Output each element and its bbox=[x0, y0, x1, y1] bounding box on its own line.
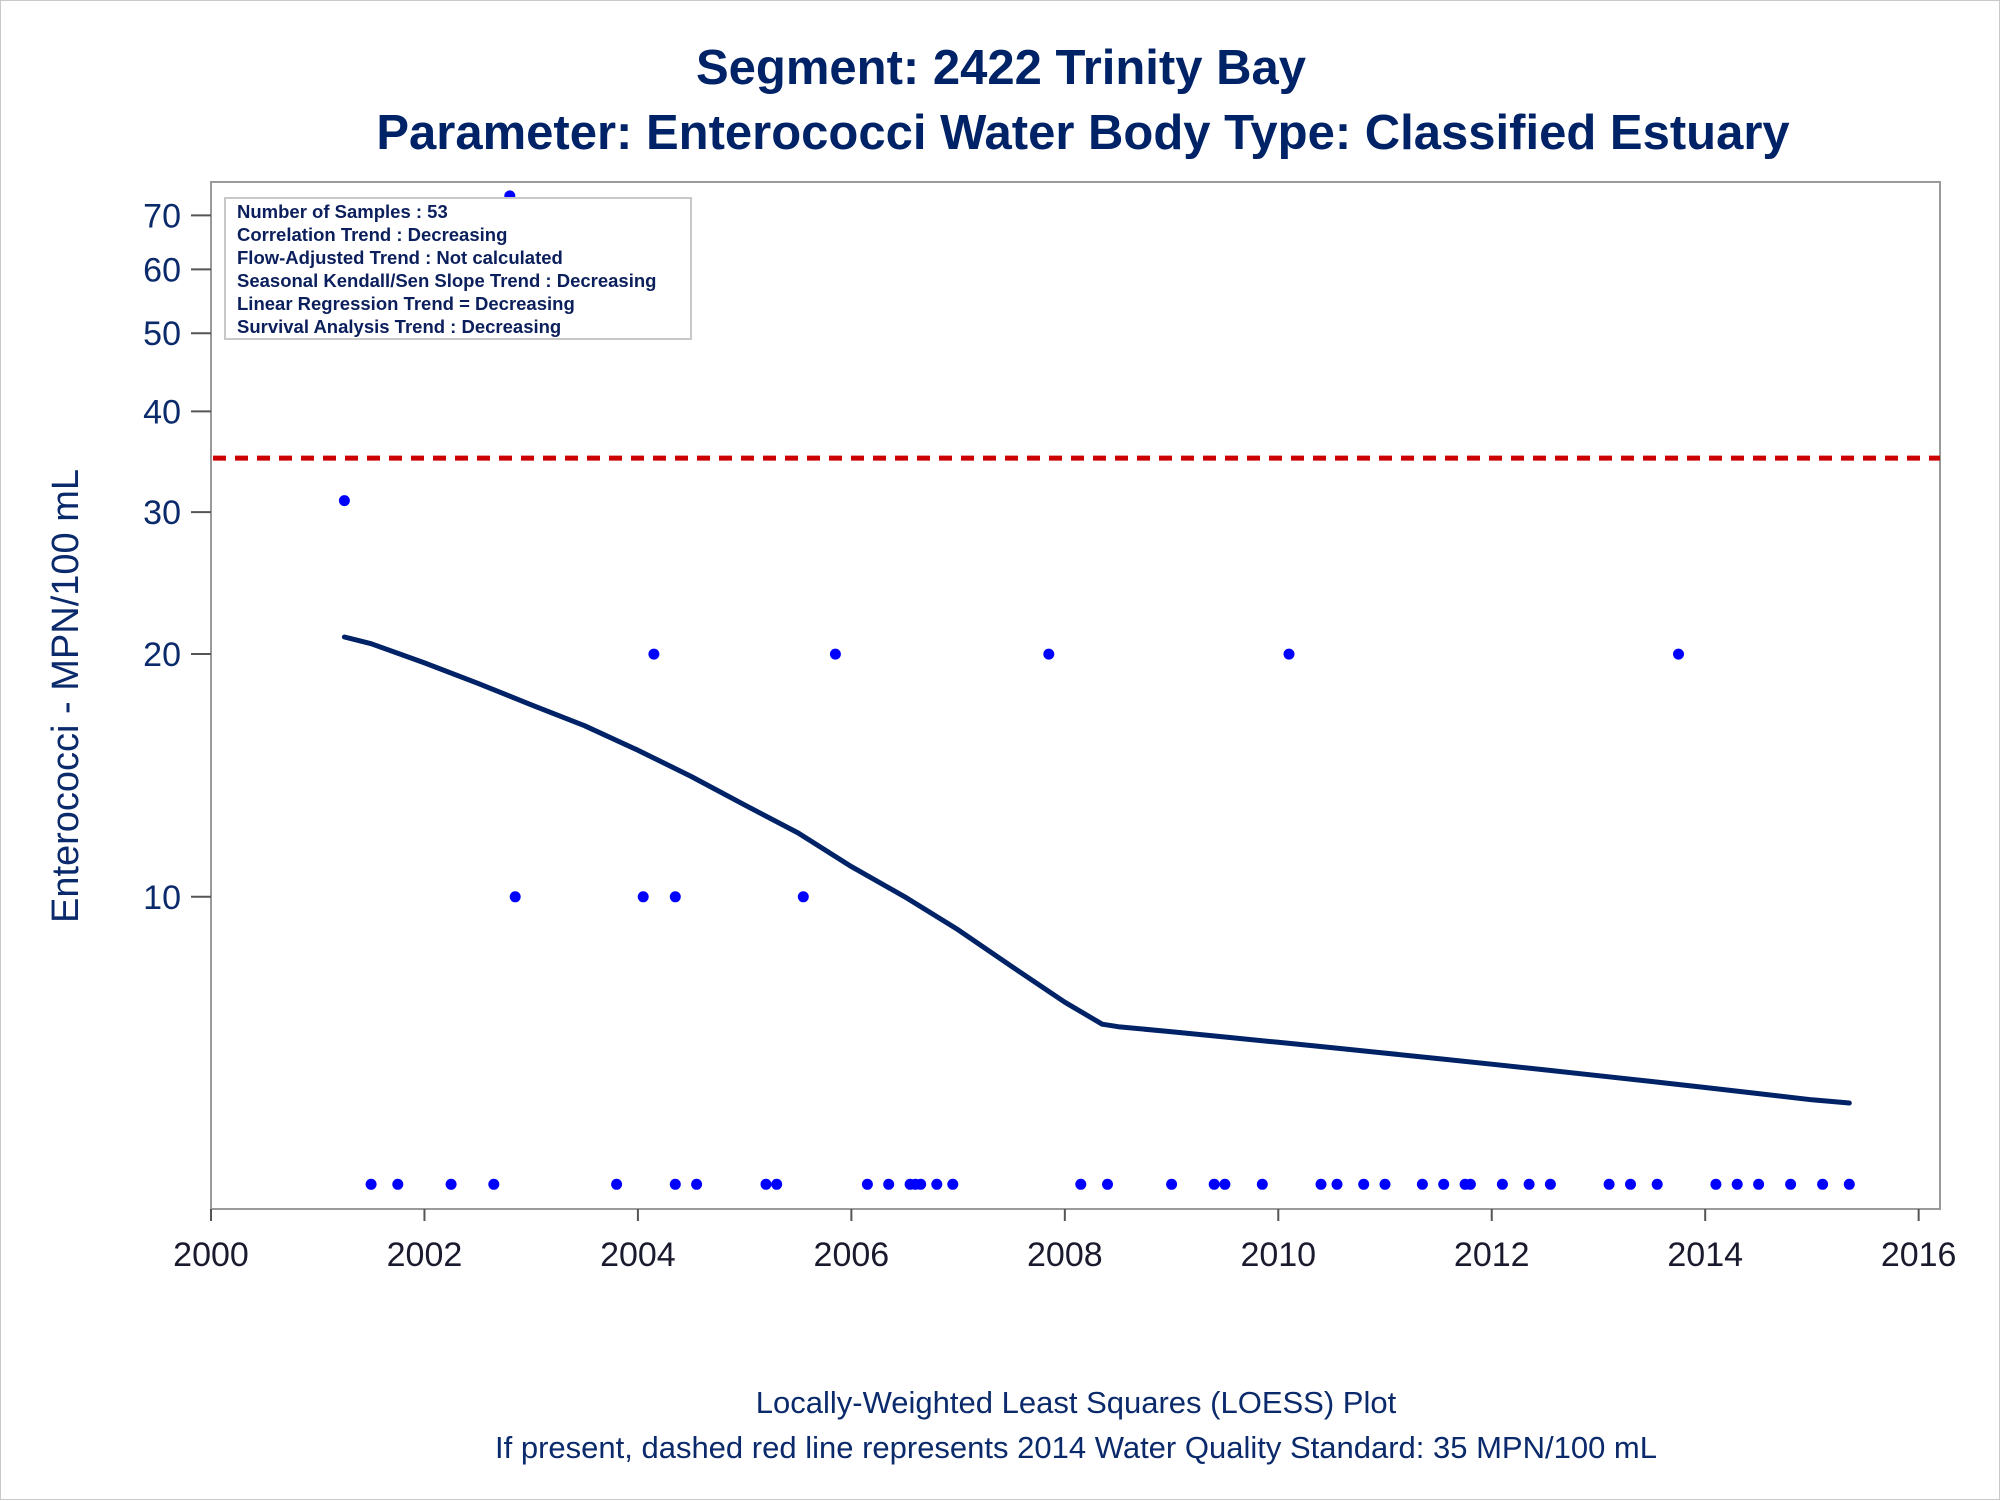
data-point bbox=[1043, 648, 1055, 660]
x-tick-label: 2010 bbox=[1240, 1236, 1316, 1274]
data-point bbox=[1817, 1178, 1829, 1190]
axes: 2000 2002 2004 2006 2008 2010 2012 2014 2016 10 20… bbox=[143, 197, 1956, 1274]
data-point bbox=[1496, 1178, 1508, 1190]
data-point bbox=[1208, 1178, 1220, 1190]
data-point bbox=[488, 1178, 500, 1190]
data-point bbox=[861, 1178, 873, 1190]
data-point bbox=[1625, 1178, 1636, 1190]
data-point bbox=[1166, 1178, 1178, 1190]
data-point bbox=[1523, 1178, 1535, 1190]
data-point bbox=[1256, 1178, 1268, 1190]
x-tick-label: 2000 bbox=[173, 1236, 249, 1274]
stats-line: Survival Analysis Trend : Decreasing bbox=[237, 316, 561, 337]
y-tick-label: 10 bbox=[143, 879, 181, 917]
x-tick-label: 2006 bbox=[814, 1236, 890, 1274]
data-point bbox=[1283, 648, 1295, 660]
data-point bbox=[1416, 1178, 1428, 1190]
y-tick-label: 20 bbox=[143, 636, 181, 674]
stats-line: Linear Regression Trend = Decreasing bbox=[237, 293, 575, 314]
x-tick-label: 2008 bbox=[1027, 1236, 1103, 1274]
stats-box-border bbox=[224, 197, 692, 340]
data-point bbox=[669, 891, 681, 903]
data-point bbox=[1753, 1178, 1765, 1190]
y-tick-label: 60 bbox=[143, 251, 181, 289]
data-point bbox=[829, 648, 841, 660]
data-point bbox=[392, 1178, 404, 1190]
chart-title: Segment: 2422 Trinity Bay bbox=[696, 41, 1306, 95]
data-point bbox=[338, 495, 350, 507]
y-tick-label: 70 bbox=[143, 197, 181, 235]
data-point bbox=[760, 1178, 772, 1190]
data-point bbox=[1651, 1178, 1663, 1190]
data-point bbox=[1843, 1178, 1855, 1190]
data-point bbox=[1731, 1178, 1743, 1190]
data-point bbox=[1331, 1178, 1343, 1190]
plot-area bbox=[210, 181, 1941, 1210]
data-point bbox=[669, 1178, 681, 1190]
footnote-line-2: If present, dashed red line represents 2… bbox=[495, 1430, 1657, 1465]
data-point bbox=[883, 1178, 895, 1190]
series-layer bbox=[338, 190, 1855, 1190]
y-tick-label: 40 bbox=[143, 393, 181, 431]
data-point bbox=[611, 1178, 623, 1190]
stats-line: Flow-Adjusted Trend : Not calculated bbox=[237, 247, 563, 268]
data-point bbox=[1075, 1178, 1087, 1190]
data-point bbox=[771, 1178, 783, 1190]
data-point bbox=[1464, 1178, 1476, 1190]
data-point bbox=[365, 1178, 377, 1190]
x-tick-label: 2012 bbox=[1454, 1236, 1530, 1274]
data-point bbox=[445, 1178, 457, 1190]
data-point bbox=[797, 891, 809, 903]
x-tick-label: 2014 bbox=[1667, 1236, 1743, 1274]
x-tick-label: 2004 bbox=[600, 1236, 676, 1274]
y-axis-label: Enterococci - MPN/100 mL bbox=[45, 469, 87, 923]
x-tick-label: 2002 bbox=[387, 1236, 463, 1274]
data-point bbox=[1603, 1178, 1615, 1190]
stats-line: Correlation Trend : Decreasing bbox=[237, 224, 507, 245]
data-point bbox=[1785, 1178, 1797, 1190]
data-point bbox=[648, 648, 660, 660]
data-point bbox=[1438, 1178, 1450, 1190]
y-tick-label: 30 bbox=[143, 494, 181, 532]
data-point bbox=[637, 891, 649, 903]
footnote-line-1: Locally-Weighted Least Squares (LOESS) P… bbox=[756, 1385, 1397, 1420]
data-point bbox=[1315, 1178, 1327, 1190]
stats-line: Number of Samples : 53 bbox=[237, 201, 448, 222]
data-point bbox=[1219, 1178, 1231, 1190]
data-point bbox=[1673, 648, 1684, 660]
data-point bbox=[509, 891, 521, 903]
loess-line bbox=[341, 634, 1852, 1106]
stats-line: Seasonal Kendall/Sen Slope Trend : Decre… bbox=[237, 270, 656, 291]
data-point bbox=[1358, 1178, 1370, 1190]
data-point bbox=[1102, 1178, 1113, 1190]
data-point bbox=[691, 1178, 703, 1190]
data-point bbox=[947, 1178, 959, 1190]
y-tick-label: 50 bbox=[143, 315, 181, 353]
data-point bbox=[931, 1178, 943, 1190]
chart-subtitle: Parameter: Enterococci Water Body Type: … bbox=[376, 106, 1789, 160]
data-point bbox=[1379, 1178, 1391, 1190]
stats-box: Number of Samples : 53 Correlation Trend… bbox=[224, 197, 692, 340]
data-point bbox=[1710, 1178, 1722, 1190]
data-point bbox=[1544, 1178, 1556, 1190]
data-point bbox=[915, 1178, 927, 1190]
x-tick-label: 2016 bbox=[1881, 1236, 1957, 1274]
